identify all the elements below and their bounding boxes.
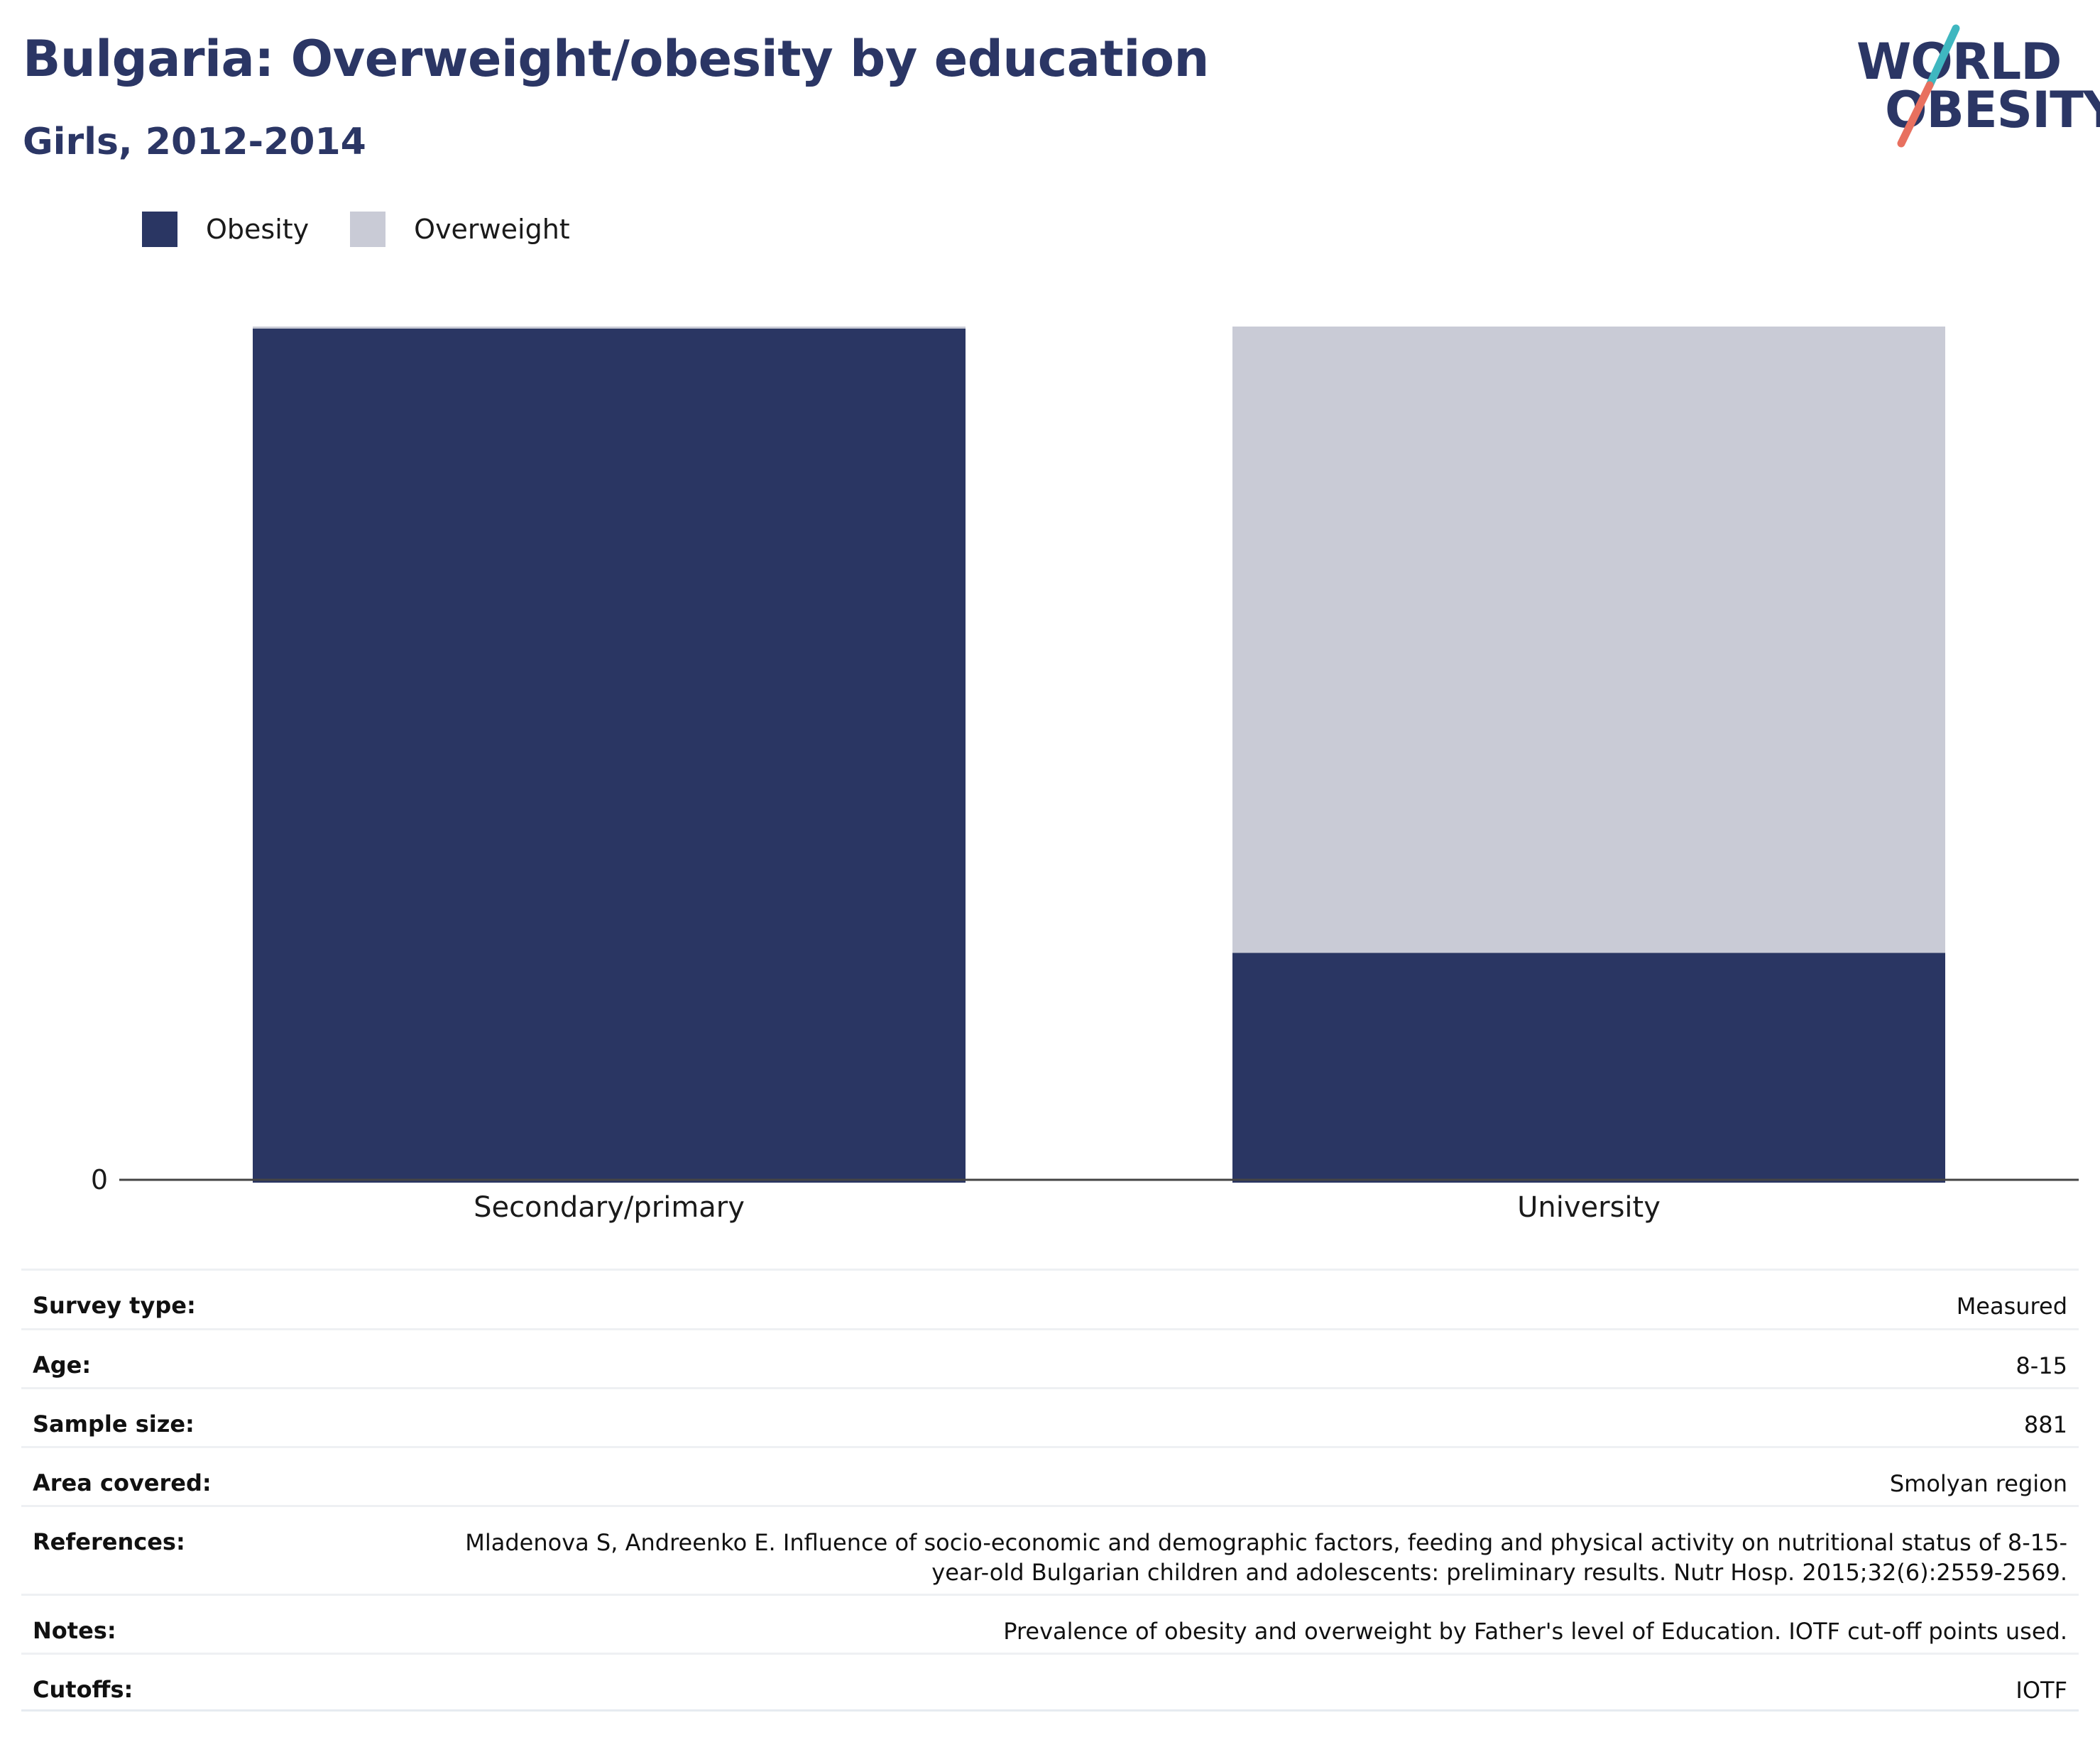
bar-obesity-secondary-primary[interactable] xyxy=(253,328,966,1183)
legend-label-obesity: Obesity xyxy=(206,214,310,245)
meta-row: Notes: Prevalence of obesity and overweig… xyxy=(21,1594,2079,1653)
chart-title: Bulgaria: Overweight/obesity by educatio… xyxy=(23,30,1209,88)
meta-key: Sample size: xyxy=(33,1411,195,1437)
chart-subtitle: Girls, 2012-2014 xyxy=(23,121,366,163)
legend-item-obesity[interactable]: Obesity xyxy=(142,212,309,247)
bar-obesity-university[interactable] xyxy=(1232,953,1945,1183)
meta-value: Mladenova S, Andreenko E. Influence of s… xyxy=(465,1529,2067,1586)
meta-value: 8-15 xyxy=(2016,1352,2067,1379)
y-tick-label: 0 xyxy=(91,1164,108,1195)
meta-value: Prevalence of obesity and overweight by … xyxy=(1003,1618,2067,1645)
meta-value: 881 xyxy=(2023,1411,2067,1438)
meta-row: Survey type: Measured xyxy=(21,1269,2079,1328)
meta-key: Area covered: xyxy=(33,1469,212,1496)
meta-value: Measured xyxy=(1956,1293,2067,1320)
bar-overweight-university[interactable] xyxy=(1232,327,1945,953)
legend-item-overweight[interactable]: Overweight xyxy=(350,212,570,247)
x-tick-label: University xyxy=(1517,1191,1661,1224)
meta-row: Cutoffs: IOTF xyxy=(21,1653,2079,1712)
legend-swatch-obesity xyxy=(142,212,177,247)
logo-line-1: WORLD xyxy=(1856,33,2062,91)
legend-label-overweight: Overweight xyxy=(414,214,570,245)
chart-legend: Obesity Overweight xyxy=(142,212,611,247)
meta-row: Sample size: 881 xyxy=(21,1387,2079,1446)
legend-swatch-overweight xyxy=(350,212,386,247)
meta-key: Age: xyxy=(33,1352,92,1379)
meta-key: Survey type: xyxy=(33,1292,196,1319)
meta-key: Notes: xyxy=(33,1617,116,1644)
world-obesity-logo: WORLD OBESITY xyxy=(1846,21,2100,149)
meta-key: References: xyxy=(33,1528,185,1555)
bar-overweight-secondary-primary[interactable] xyxy=(253,327,966,329)
meta-row: Age: 8-15 xyxy=(21,1328,2079,1387)
meta-value: Smolyan region xyxy=(1889,1470,2067,1497)
meta-key: Cutoffs: xyxy=(33,1676,133,1703)
x-tick-label: Secondary/primary xyxy=(474,1191,745,1224)
meta-row: References: Mladenova S, Andreenko E. Inf… xyxy=(21,1505,2079,1594)
logo-slash-icon xyxy=(1897,24,1960,148)
survey-metadata-table: Survey type: Measured Age: 8-15 Sample size:… xyxy=(21,1269,2079,1712)
meta-row: Area covered: Smolyan region xyxy=(21,1446,2079,1505)
meta-value: IOTF xyxy=(2016,1677,2067,1704)
